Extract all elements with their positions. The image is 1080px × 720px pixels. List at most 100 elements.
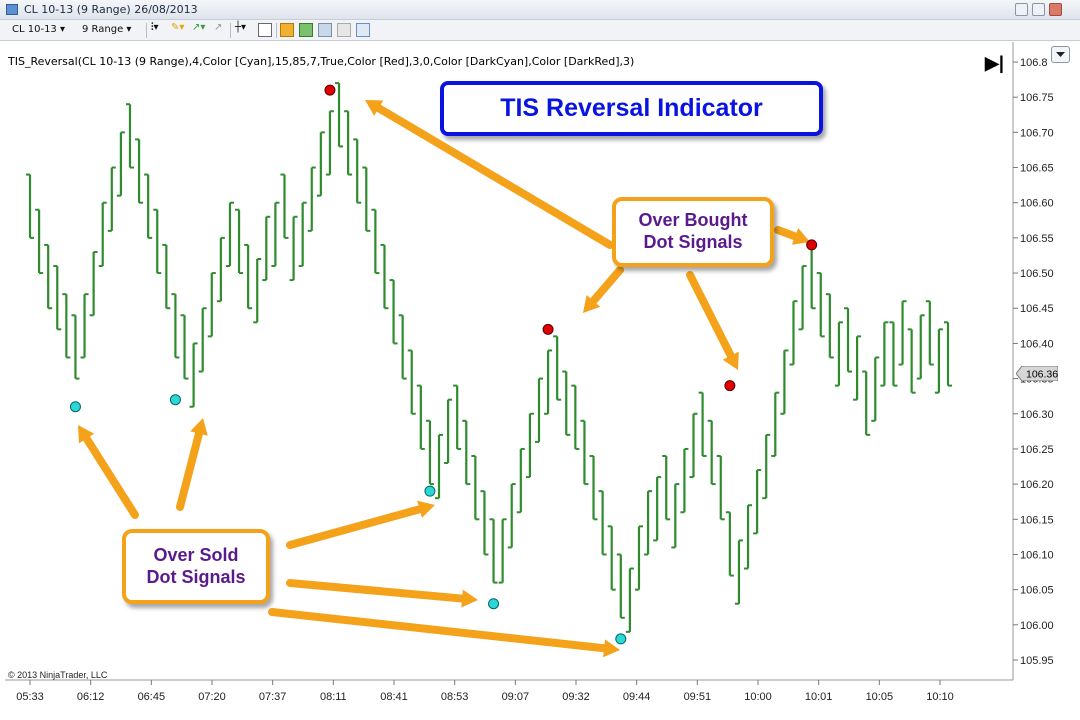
- time-tick-label: 05:33: [16, 691, 44, 703]
- price-bar: [135, 138, 144, 204]
- indicator-label: TIS_Reversal(CL 10-13 (9 Range),4,Color …: [8, 55, 635, 68]
- price-bar: [525, 412, 534, 479]
- price-bar: [71, 314, 80, 380]
- price-bar: [489, 518, 498, 584]
- price-bar: [725, 511, 734, 577]
- overbought-callout: Over Bought Dot Signals: [612, 197, 774, 267]
- price-bar: [207, 272, 216, 338]
- indicator-icon[interactable]: [299, 23, 313, 37]
- callout-arrow-head: [417, 500, 435, 518]
- callout-arrow-head: [722, 351, 739, 370]
- chart-trader-icon[interactable]: [280, 23, 294, 37]
- price-bar: [925, 300, 934, 366]
- price-bar: [880, 321, 889, 387]
- price-tick-label: 106.45: [1020, 303, 1054, 315]
- callout-arrow: [686, 271, 739, 370]
- time-tick-label: 09:32: [562, 691, 590, 703]
- price-tick-label: 106.05: [1020, 585, 1054, 597]
- price-bar: [471, 454, 480, 521]
- callout-arrow: [268, 608, 620, 658]
- price-tick-label: 105.95: [1020, 655, 1054, 667]
- price-bar: [298, 201, 307, 268]
- price-bar: [235, 208, 244, 275]
- callout-arrow: [774, 226, 810, 245]
- price-bar: [853, 335, 862, 401]
- bar-style-icon[interactable]: ⫶▾: [151, 22, 159, 33]
- overbought-dot: [806, 239, 818, 251]
- price-bar: [53, 265, 62, 331]
- price-bar: [671, 483, 680, 549]
- arrow-tool-icon[interactable]: ↗: [214, 22, 223, 33]
- price-bar: [225, 201, 234, 268]
- price-bar: [189, 342, 198, 408]
- price-bar: [162, 243, 171, 310]
- price-bar: [153, 208, 162, 275]
- overbought-dot: [724, 380, 736, 392]
- oversold-dot: [424, 485, 436, 497]
- chart-scroll-button[interactable]: [1051, 46, 1070, 63]
- price-bar: [916, 314, 925, 380]
- time-tick-label: 06:12: [77, 691, 105, 703]
- price-tick-label: 106.00: [1020, 620, 1054, 632]
- callout-arrow: [365, 100, 614, 249]
- price-bar: [262, 215, 271, 282]
- price-bar: [344, 110, 353, 176]
- price-bar: [825, 293, 834, 359]
- price-bar: [107, 166, 116, 232]
- callout-arrow-head: [603, 639, 620, 658]
- time-tick-label: 08:41: [380, 691, 408, 703]
- restore-icon[interactable]: [1032, 3, 1045, 16]
- callout-arrow-shaft: [82, 434, 139, 519]
- scroll-to-end-icon[interactable]: ▶|: [985, 53, 1004, 73]
- price-tick-label: 106.55: [1020, 233, 1054, 245]
- oversold-line-1: Over Sold: [153, 544, 239, 565]
- price-bar: [625, 567, 634, 633]
- time-tick-label: 10:01: [805, 691, 833, 703]
- window-title: CL 10-13 (9 Range) 26/08/2013: [24, 3, 198, 16]
- price-bar: [644, 490, 653, 556]
- price-bar: [62, 293, 71, 359]
- price-bar: [316, 131, 325, 197]
- callout-arrow-shaft: [686, 271, 735, 360]
- price-bar: [607, 525, 616, 591]
- close-icon[interactable]: [1049, 3, 1062, 16]
- price-bar: [35, 208, 44, 275]
- current-price-marker: 106.36: [1016, 366, 1058, 381]
- draw-icon[interactable]: ✎▾: [171, 22, 185, 33]
- price-bar: [416, 384, 425, 450]
- price-bar: [634, 525, 643, 591]
- oversold-dot: [615, 633, 627, 645]
- marker-icon[interactable]: ↗▾: [192, 22, 206, 33]
- price-bar: [807, 243, 816, 310]
- properties-icon[interactable]: [337, 23, 351, 37]
- price-bar: [453, 384, 462, 450]
- price-bar: [689, 412, 698, 479]
- price-bar: [762, 433, 771, 500]
- price-bar: [335, 82, 344, 148]
- instrument-selector[interactable]: CL 10-13 ▾: [12, 24, 65, 35]
- interval-label: 9 Range: [82, 24, 124, 35]
- price-bar: [616, 553, 625, 619]
- minimize-icon[interactable]: [1015, 3, 1028, 16]
- price-bar: [180, 314, 189, 380]
- data-box-icon[interactable]: [258, 23, 272, 37]
- window-link-icon[interactable]: [356, 23, 370, 37]
- price-bar: [507, 483, 516, 549]
- price-bar: [589, 454, 598, 521]
- price-bar: [716, 454, 725, 521]
- price-bar: [198, 307, 207, 373]
- price-bar: [398, 314, 407, 380]
- callout-arrows: [78, 100, 810, 658]
- price-tick-label: 106.70: [1020, 127, 1054, 139]
- price-bar: [944, 321, 952, 387]
- callout-arrow: [583, 266, 624, 313]
- callout-arrow: [286, 579, 478, 608]
- interval-selector[interactable]: 9 Range ▾: [82, 24, 132, 35]
- price-bar: [480, 490, 489, 556]
- callout-arrow-shaft: [589, 266, 624, 305]
- price-tick-label: 106.15: [1020, 514, 1054, 526]
- strategy-icon[interactable]: [318, 23, 332, 37]
- crosshair-icon[interactable]: ┼▾: [235, 22, 247, 33]
- price-bar: [734, 539, 743, 605]
